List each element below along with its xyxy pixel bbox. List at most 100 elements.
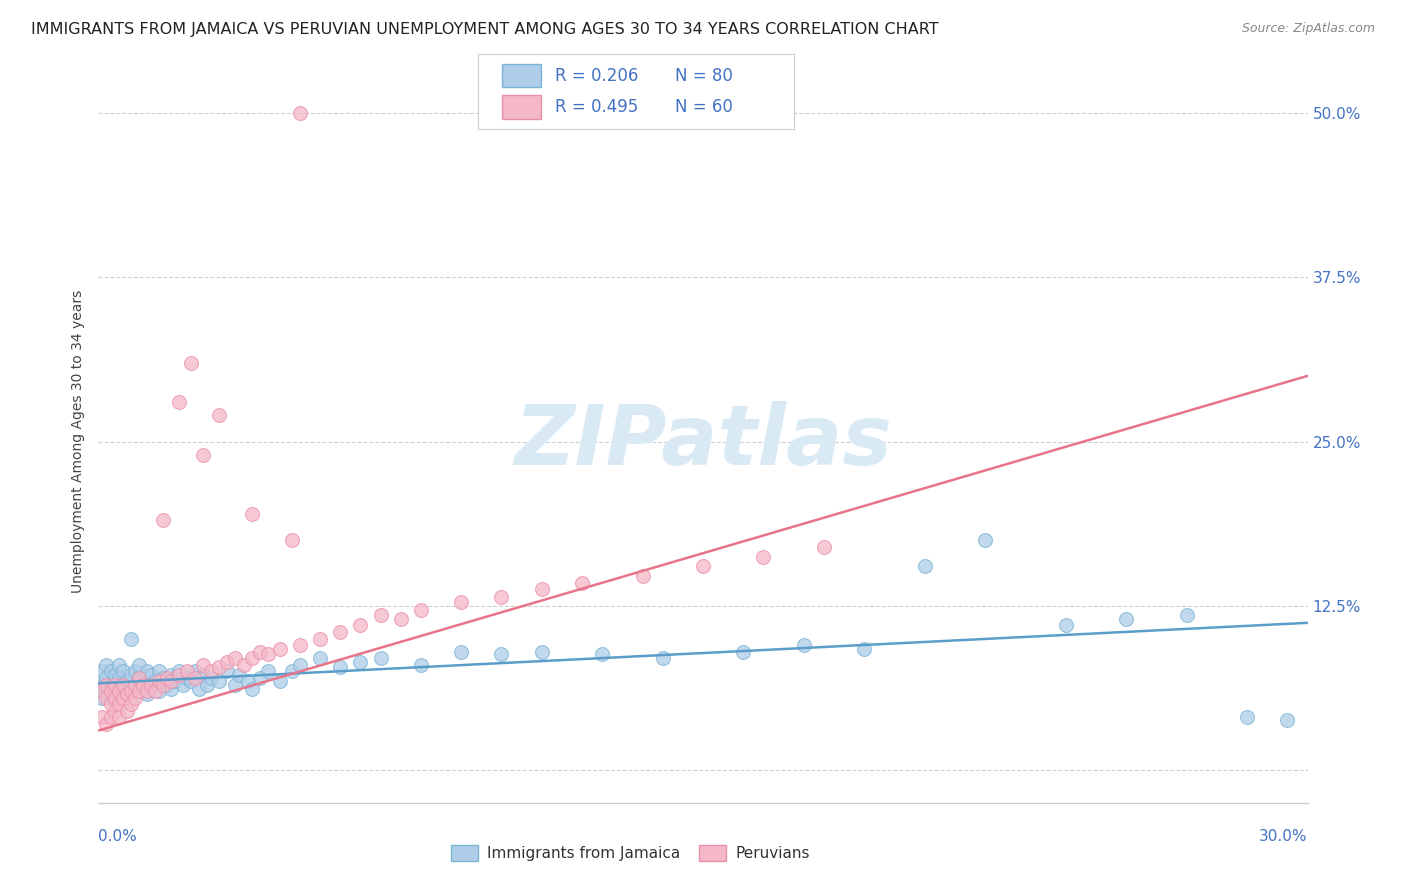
Point xyxy=(135,665,157,679)
Text: Source: ZipAtlas.com: Source: ZipAtlas.com xyxy=(1241,22,1375,36)
Point xyxy=(813,540,835,554)
Point xyxy=(96,690,118,705)
Point xyxy=(329,625,352,640)
Point xyxy=(349,655,371,669)
Point xyxy=(128,684,150,698)
Point xyxy=(167,395,190,409)
Point xyxy=(115,687,138,701)
Point xyxy=(152,671,174,685)
Point xyxy=(111,690,134,705)
Point xyxy=(124,690,146,705)
Point xyxy=(128,671,150,685)
Point xyxy=(224,677,246,691)
Point xyxy=(329,660,352,674)
Point xyxy=(107,710,129,724)
Point xyxy=(450,595,472,609)
Point xyxy=(180,673,202,688)
Point xyxy=(631,568,654,582)
Point xyxy=(124,677,146,691)
Point xyxy=(591,648,613,662)
Text: 0.0%: 0.0% xyxy=(98,829,138,844)
Point xyxy=(100,690,122,705)
Point xyxy=(167,668,190,682)
Point xyxy=(91,690,114,705)
Point xyxy=(128,657,150,672)
Text: N = 60: N = 60 xyxy=(675,98,733,116)
Point xyxy=(132,677,155,691)
Point xyxy=(281,533,304,547)
Point xyxy=(200,671,222,685)
Point xyxy=(103,673,125,688)
Point xyxy=(288,638,311,652)
Point xyxy=(107,671,129,685)
Point xyxy=(172,677,194,691)
Point xyxy=(208,660,231,674)
Point xyxy=(120,681,142,696)
Point xyxy=(240,681,263,696)
Point xyxy=(232,657,254,672)
Point xyxy=(139,668,162,682)
Point xyxy=(100,684,122,698)
Point xyxy=(1175,607,1198,622)
Point xyxy=(96,677,118,691)
Point xyxy=(571,576,593,591)
Point xyxy=(193,657,215,672)
Point xyxy=(409,603,432,617)
Point xyxy=(91,665,114,679)
Point xyxy=(256,665,278,679)
Text: IMMIGRANTS FROM JAMAICA VS PERUVIAN UNEMPLOYMENT AMONG AGES 30 TO 34 YEARS CORRE: IMMIGRANTS FROM JAMAICA VS PERUVIAN UNEM… xyxy=(31,22,939,37)
Text: N = 80: N = 80 xyxy=(675,67,733,85)
Point xyxy=(167,665,190,679)
Point xyxy=(176,671,198,685)
Point xyxy=(288,106,311,120)
Point xyxy=(91,677,114,691)
Point xyxy=(156,671,179,685)
Point xyxy=(100,665,122,679)
Point xyxy=(389,612,412,626)
Text: 30.0%: 30.0% xyxy=(1260,829,1308,844)
Text: R = 0.206: R = 0.206 xyxy=(555,67,638,85)
Point xyxy=(651,651,673,665)
Point xyxy=(156,677,179,691)
Point xyxy=(163,673,186,688)
Point xyxy=(124,665,146,679)
Point xyxy=(733,645,755,659)
Point xyxy=(111,677,134,691)
Point xyxy=(103,704,125,718)
Point xyxy=(111,665,134,679)
Point xyxy=(1236,710,1258,724)
Point xyxy=(208,673,231,688)
Point xyxy=(115,687,138,701)
Point xyxy=(200,665,222,679)
Point xyxy=(224,651,246,665)
Point xyxy=(450,645,472,659)
Point xyxy=(115,673,138,688)
Point xyxy=(128,671,150,685)
Point xyxy=(96,717,118,731)
Point xyxy=(240,507,263,521)
Point xyxy=(1277,713,1299,727)
Point xyxy=(530,582,553,596)
Point xyxy=(349,618,371,632)
Point xyxy=(143,673,166,688)
Point xyxy=(491,648,513,662)
Point xyxy=(103,677,125,691)
Point xyxy=(91,710,114,724)
Point xyxy=(176,665,198,679)
Point xyxy=(184,665,207,679)
Point xyxy=(160,668,183,682)
Point xyxy=(132,673,155,688)
Point xyxy=(236,673,259,688)
Point xyxy=(115,704,138,718)
Point xyxy=(107,698,129,712)
Point xyxy=(193,668,215,682)
Point xyxy=(217,655,239,669)
Point xyxy=(120,684,142,698)
Point xyxy=(752,550,775,565)
Point xyxy=(139,677,162,691)
Point xyxy=(269,642,291,657)
Point xyxy=(974,533,997,547)
Legend: Immigrants from Jamaica, Peruvians: Immigrants from Jamaica, Peruvians xyxy=(444,839,817,867)
Point xyxy=(188,681,211,696)
Point xyxy=(193,448,215,462)
